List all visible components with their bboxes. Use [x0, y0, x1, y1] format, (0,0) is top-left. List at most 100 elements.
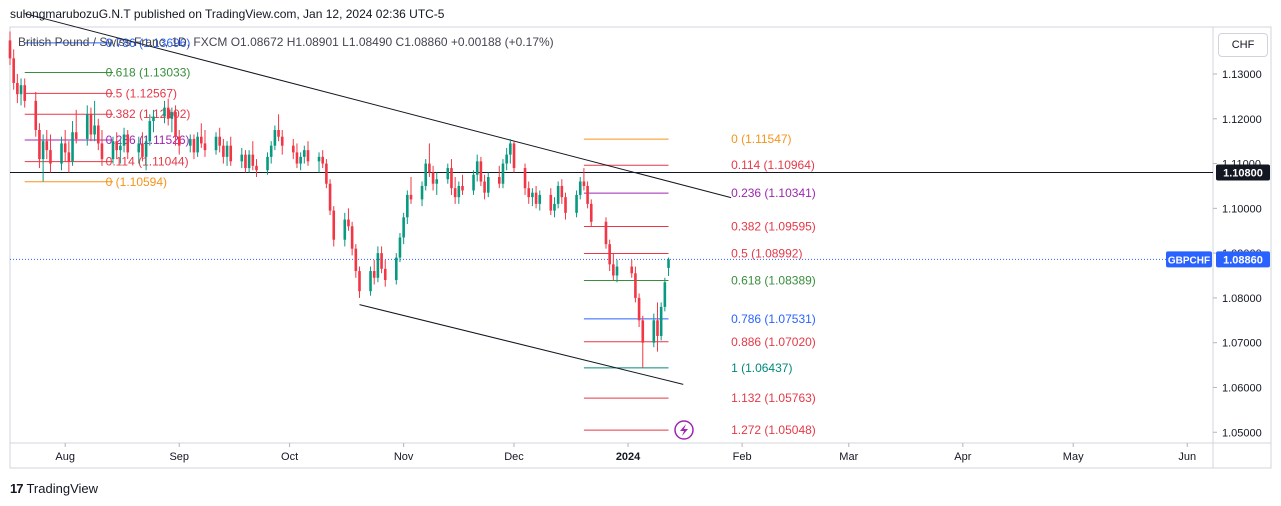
- candle-body: [291, 145, 295, 153]
- trendlines: [24, 13, 732, 385]
- candle-body: [269, 145, 273, 157]
- candle-body: [641, 320, 645, 343]
- candle-body: [317, 156, 321, 162]
- candle-body: [280, 136, 284, 146]
- candle-body: [23, 85, 27, 101]
- candle-body: [612, 264, 615, 276]
- fib-level-label: 0.5 (1.12567): [106, 86, 177, 100]
- fib-level-label: 0.114 (1.11044): [106, 155, 189, 169]
- candle-body: [100, 143, 104, 160]
- candle-body: [394, 257, 398, 281]
- candle-body: [67, 152, 71, 162]
- candle-body: [435, 179, 439, 184]
- candle-body: [358, 271, 361, 292]
- candle-body: [630, 266, 634, 274]
- candle-body: [637, 297, 641, 321]
- fib-level-label: 0.5 (1.08992): [731, 246, 802, 260]
- candle-body: [170, 112, 174, 119]
- candle-body: [251, 154, 255, 166]
- candle-body: [188, 138, 192, 146]
- candle-body: [203, 143, 207, 151]
- candle-body: [60, 143, 63, 164]
- candle-body: [512, 143, 516, 169]
- candle-body: [144, 141, 148, 157]
- candle-body: [126, 134, 130, 153]
- candle-body: [383, 268, 387, 281]
- fib-level-label: 0 (1.11547): [731, 132, 792, 146]
- candle-body: [111, 141, 115, 160]
- candle-body: [93, 125, 96, 135]
- footer-brand: 17 TradingView: [10, 481, 98, 496]
- x-tick-label: Nov: [394, 451, 414, 463]
- candle-body: [549, 194, 553, 211]
- candle-body: [174, 112, 177, 137]
- x-tick-label: Mar: [839, 451, 858, 463]
- candle-body: [229, 145, 233, 162]
- hline-price-badge: [1216, 164, 1270, 181]
- symbol-badge: [1166, 251, 1212, 268]
- y-tick-label: 1.05000: [1222, 427, 1262, 439]
- candle-body: [589, 203, 593, 222]
- candle-body: [527, 188, 531, 198]
- candle-body: [71, 132, 74, 162]
- brand-name: TradingView: [26, 481, 99, 496]
- candle-body: [115, 141, 118, 151]
- symbol-badge-label: GBPCHF: [1168, 255, 1210, 266]
- candle-body: [306, 150, 310, 162]
- x-tick-label: Apr: [954, 451, 971, 463]
- candle-body: [137, 143, 141, 153]
- candle-body: [163, 107, 166, 117]
- hline-price-label: 1.10800: [1223, 168, 1263, 180]
- tradingview-logo-icon: 17: [10, 481, 24, 496]
- candle-body: [582, 181, 586, 186]
- candles: [8, 31, 670, 368]
- candle-body: [196, 136, 199, 153]
- candle-body: [148, 121, 152, 142]
- candle-body: [240, 154, 244, 162]
- last-price-badge: [1216, 251, 1270, 268]
- candle-body: [244, 154, 247, 169]
- candle-body: [659, 306, 663, 336]
- candle-body: [74, 132, 78, 139]
- candle-body: [343, 219, 347, 240]
- candle-body: [372, 271, 376, 278]
- candle-body: [431, 172, 435, 184]
- fib-level-label: 0.618 (1.08389): [731, 273, 816, 287]
- x-tick-label: Sep: [169, 451, 189, 463]
- candle-body: [266, 156, 269, 171]
- candle-body: [608, 244, 611, 265]
- horizontal-line: [10, 172, 1213, 260]
- x-tick-label: Aug: [55, 451, 75, 463]
- candle-body: [667, 259, 670, 268]
- candle-body: [556, 185, 560, 204]
- candle-body: [85, 114, 89, 139]
- candle-body: [89, 114, 93, 135]
- x-tick-label: May: [1063, 451, 1084, 463]
- candle-body: [523, 168, 527, 189]
- candle-body: [553, 203, 556, 211]
- fib-level-label: 1.272 (1.05048): [731, 423, 816, 437]
- x-tick-label: Jun: [1178, 451, 1196, 463]
- lightning-icon[interactable]: [674, 420, 694, 440]
- candle-body: [122, 134, 126, 146]
- candle-body: [652, 320, 656, 343]
- fib-level-label: 0.236 (1.10341): [731, 186, 816, 200]
- candle-body: [63, 143, 67, 153]
- candle-body: [8, 40, 12, 59]
- candle-body: [350, 226, 354, 249]
- candle-body: [376, 253, 380, 278]
- candle-body: [656, 320, 659, 336]
- candle-body: [475, 161, 479, 175]
- candle-body: [177, 136, 181, 146]
- candle-body: [424, 163, 428, 186]
- candle-body: [380, 253, 383, 269]
- candle-body: [277, 129, 280, 137]
- candle-body: [560, 185, 564, 198]
- currency-selector[interactable]: CHF: [1218, 33, 1268, 57]
- candle-body: [446, 168, 450, 180]
- candle-body: [152, 116, 155, 122]
- candle-body: [332, 210, 336, 240]
- candle-body: [564, 197, 567, 213]
- trendline: [24, 13, 732, 199]
